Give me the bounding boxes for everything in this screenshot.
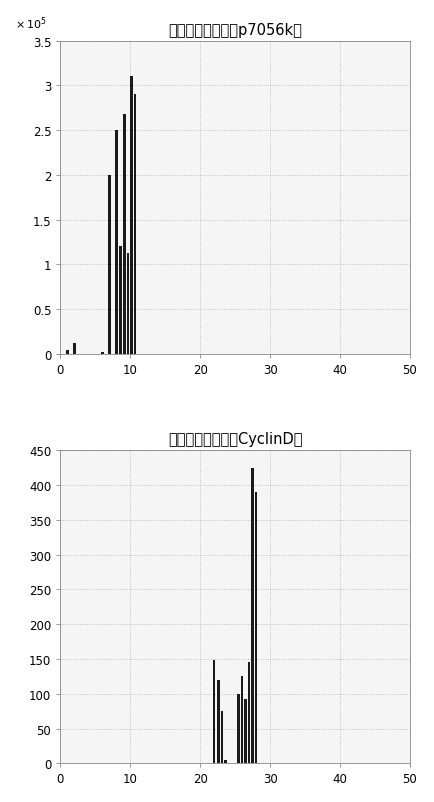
Bar: [131, 77, 133, 354]
Bar: [115, 131, 118, 354]
Bar: [255, 492, 257, 764]
Bar: [241, 677, 243, 764]
Bar: [119, 247, 122, 354]
Bar: [251, 468, 254, 764]
Bar: [248, 662, 250, 764]
Bar: [213, 661, 215, 764]
Bar: [108, 176, 111, 354]
Text: $\times\,10^5$: $\times\,10^5$: [15, 16, 46, 32]
Bar: [134, 95, 136, 354]
Title: 参数敏感性分析（p7056k）: 参数敏感性分析（p7056k）: [168, 22, 302, 38]
Bar: [224, 759, 227, 764]
Bar: [220, 711, 223, 764]
Bar: [124, 115, 126, 354]
Bar: [217, 680, 220, 764]
Bar: [73, 343, 76, 354]
Bar: [127, 253, 129, 354]
Bar: [101, 353, 104, 354]
Bar: [66, 350, 69, 354]
Bar: [237, 694, 240, 764]
Title: 参数敏感性分析（CyclinD）: 参数敏感性分析（CyclinD）: [168, 431, 302, 447]
Bar: [244, 699, 247, 764]
